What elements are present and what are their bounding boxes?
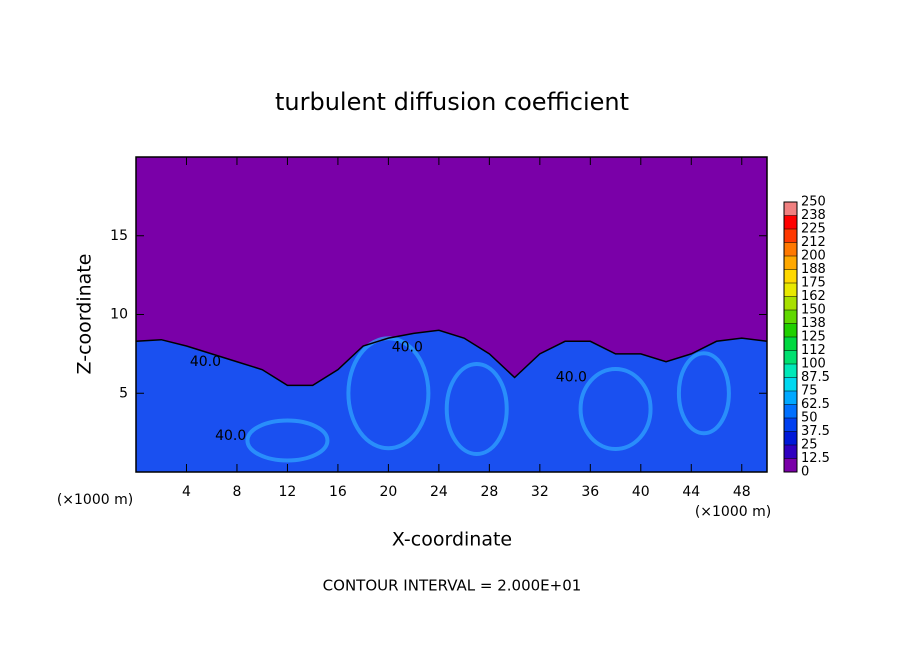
- colorbar-label: 188: [801, 262, 826, 277]
- colorbar-band: [784, 458, 797, 472]
- contour-line: [135, 329, 768, 387]
- field-swirl: [578, 367, 653, 451]
- colorbar-label: 250: [801, 195, 826, 210]
- colorbar-label: 75: [801, 384, 818, 399]
- colorbar-band: [784, 215, 797, 229]
- colorbar-label: 87.5: [801, 370, 830, 385]
- y-axis-label: Z-coordinate: [74, 254, 96, 375]
- colorbar-label: 175: [801, 276, 826, 291]
- field-swirl: [245, 418, 330, 463]
- x-tick-label: 28: [480, 484, 498, 500]
- colorbar-band: [784, 364, 797, 378]
- x-unit-label: (×1000 m): [57, 492, 133, 508]
- colorbar-label: 138: [801, 316, 826, 331]
- colorbar-label: 225: [801, 222, 826, 237]
- footnote: CONTOUR INTERVAL = 2.000E+01: [323, 577, 582, 595]
- colorbar-label: 50: [801, 411, 818, 426]
- colorbar-label: 162: [801, 289, 826, 304]
- field-swirl: [676, 351, 731, 436]
- colorbar-band: [784, 310, 797, 324]
- colorbar-band: [784, 242, 797, 256]
- colorbar-label: 62.5: [801, 397, 830, 412]
- colorbar-band: [784, 404, 797, 418]
- colorbar-band: [784, 418, 797, 432]
- y-tick-label: 15: [110, 228, 128, 244]
- x-axis-label: X-coordinate: [392, 529, 512, 551]
- colorbar-band: [784, 323, 797, 337]
- colorbar-band: [784, 337, 797, 351]
- colorbar-label: 100: [801, 357, 826, 372]
- colorbar-band: [784, 431, 797, 445]
- y-tick-label: 10: [110, 307, 128, 323]
- x-tick-label: 24: [430, 484, 448, 500]
- field-region: [136, 330, 767, 472]
- contour-label: 40.0: [392, 340, 423, 356]
- colorbar-label: 12.5: [801, 451, 830, 466]
- colorbar-band: [784, 202, 797, 216]
- contour-label: 40.0: [215, 428, 246, 444]
- x-tick-label: 32: [531, 484, 549, 500]
- colorbar-band: [784, 296, 797, 310]
- colorbar-band: [784, 350, 797, 364]
- x-tick-label: 16: [329, 484, 347, 500]
- field-swirl: [444, 362, 509, 456]
- chart-title: turbulent diffusion coefficient: [275, 88, 629, 116]
- x-tick-label: 8: [232, 484, 241, 500]
- x-tick-label: 4: [182, 484, 191, 500]
- colorbar-label: 150: [801, 303, 826, 318]
- colorbar-label: 212: [801, 235, 826, 250]
- contour-label: 40.0: [190, 354, 221, 370]
- colorbar-label: 200: [801, 249, 826, 264]
- x-tick-label: 36: [581, 484, 599, 500]
- colorbar-label: 238: [801, 208, 826, 223]
- colorbar-band: [784, 256, 797, 270]
- colorbar-label: 112: [801, 343, 826, 358]
- x-tick-label: 48: [733, 484, 751, 500]
- colorbar-band: [784, 229, 797, 243]
- contour-label: 40.0: [556, 370, 587, 386]
- colorbar-label: 25: [801, 438, 818, 453]
- y-tick-label: 5: [119, 385, 128, 401]
- x-tick-label: 12: [279, 484, 297, 500]
- colorbar-label: 0: [801, 465, 809, 480]
- x-tick-label: 40: [632, 484, 650, 500]
- colorbar-band: [784, 377, 797, 391]
- colorbar-label: 37.5: [801, 424, 830, 439]
- x-tick-label: 20: [379, 484, 397, 500]
- colorbar-label: 125: [801, 330, 826, 345]
- colorbar-band: [784, 391, 797, 405]
- colorbar-band: [784, 445, 797, 459]
- x-unit-label: (×1000 m): [695, 504, 771, 520]
- colorbar-band: [784, 269, 797, 283]
- colorbar-band: [784, 283, 797, 297]
- x-tick-label: 44: [682, 484, 700, 500]
